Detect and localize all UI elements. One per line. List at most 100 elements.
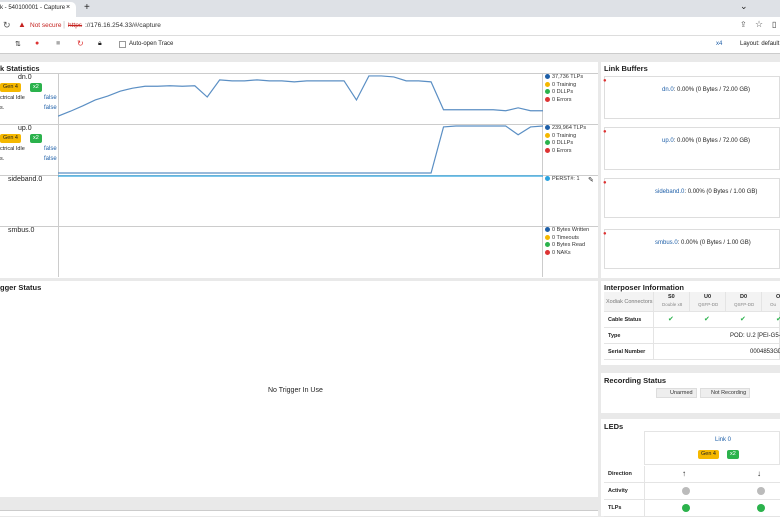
armed-label: Unarmed: [670, 390, 693, 396]
panel-title: Interposer Information: [604, 283, 685, 292]
buffer-name: up.0: [662, 138, 674, 144]
row-flag: false: [44, 146, 57, 152]
zoom-label[interactable]: x4: [716, 41, 723, 47]
url-divider: |: [63, 20, 66, 29]
legend-entry: 0 Timeouts: [545, 235, 579, 241]
panel-title: gger Status: [0, 283, 42, 292]
legend-text: PERST#: 1: [552, 176, 580, 182]
legend-text: 0 Training: [552, 132, 577, 139]
row-border: [0, 226, 598, 277]
buffer-name: sideband.0: [655, 189, 685, 195]
chart-area: [58, 226, 543, 277]
buffer-entry: dn.0: 0.00% (0 Bytes / 72.00 GB): [662, 87, 750, 93]
legend-text: 0 DLLPs: [552, 140, 574, 146]
sidebar-icon[interactable]: ▯: [772, 20, 777, 29]
buffer-name: smbus.0: [655, 240, 678, 246]
buffer-box: [604, 76, 780, 119]
chart-area: [58, 73, 543, 124]
trigger-message: No Trigger In Use: [268, 387, 323, 394]
security-label: Not secure: [30, 22, 62, 29]
legend-entry: 0 Errors: [545, 97, 572, 103]
led-header: [644, 431, 780, 465]
legend-entry: 37,736 TLPs: [545, 74, 583, 80]
legend-dot: [545, 132, 550, 138]
record-button[interactable]: ●: [35, 40, 40, 47]
edit-icon[interactable]: ✎: [588, 177, 594, 184]
tab-title: k - 540100001 - Capture: [0, 5, 66, 11]
activity-led: [757, 487, 765, 495]
column-name: Ou: [776, 294, 780, 300]
legend-entry: 0 Bytes Read: [545, 242, 585, 248]
reset-button[interactable]: ↻: [77, 39, 84, 48]
legend-entry: 0 Training: [545, 82, 576, 88]
row-border: [0, 124, 598, 175]
gen-badge: Gen 4: [698, 450, 719, 459]
chart-area: [58, 124, 543, 175]
gen-badge: Gen 4: [0, 134, 21, 143]
buffer-box: [604, 127, 780, 170]
legend-text: 37,736 TLPs: [552, 74, 584, 80]
buffer-marker: ●: [603, 78, 607, 84]
legend-dot: [545, 249, 550, 255]
lock-button[interactable]: 🔒︎: [98, 40, 102, 47]
row-flag: false: [44, 105, 57, 111]
width-badge: x2: [30, 134, 42, 143]
legend-dot: [545, 96, 550, 102]
legend-entry: 0 DLLPs: [545, 89, 573, 95]
led-label: Activity: [608, 488, 628, 494]
auto-open-label: Auto-open Trace: [129, 41, 174, 47]
legend-text: 0 Training: [552, 81, 577, 88]
sort-button[interactable]: ⇅: [15, 41, 21, 48]
legend-text: 0 Errors: [552, 96, 572, 103]
row-label: Serial Number: [608, 349, 646, 355]
panel-title: Recording Status: [604, 376, 667, 385]
url-rest: ://176.16.254.33/#/capture: [85, 22, 161, 29]
row-name: sideband.0: [8, 176, 43, 183]
buffer-detail: : 0.00% (0 Bytes / 72.00 GB): [673, 138, 751, 144]
direction-arrow: ↓: [757, 469, 761, 478]
legend-dot: [545, 125, 550, 131]
table-cell: [604, 344, 654, 360]
legend-dot: [545, 140, 550, 146]
column-sub: Ou: [770, 302, 777, 307]
row-label: ctrical Idle: [0, 146, 25, 152]
stop-button[interactable]: ■: [56, 40, 61, 47]
buffer-entry: up.0: 0.00% (0 Bytes / 72.00 GB): [662, 138, 750, 144]
layout-label[interactable]: Layout: default: [740, 41, 780, 47]
traffic-trace: [58, 125, 543, 174]
table-cell: [604, 312, 654, 328]
row-name: dn.0: [18, 74, 32, 81]
buffer-detail: : 0.00% (0 Bytes / 1.00 GB): [684, 189, 758, 195]
new-tab[interactable]: +: [84, 2, 90, 13]
row-label: ctrical Idle: [0, 95, 25, 101]
row-flag: false: [44, 95, 57, 101]
legend-entry: PERST#: 1: [545, 176, 580, 182]
legend-text: 0 DLLPs: [552, 89, 574, 95]
warning-icon: ▲: [18, 20, 26, 29]
legend-entry: 0 DLLPs: [545, 140, 573, 146]
legend-dot: [545, 74, 550, 80]
corner-label: Xodiak Connectors: [606, 299, 653, 305]
column-sub: Double x8: [662, 302, 683, 307]
buffer-entry: sideband.0: 0.00% (0 Bytes / 1.00 GB): [655, 189, 757, 195]
type-value: POD: U.2 [PEI-G5-0: [730, 333, 780, 339]
tab-close[interactable]: ×: [66, 4, 71, 11]
link-name: Link 0: [715, 437, 732, 443]
buffer-marker: ●: [603, 180, 607, 186]
trace-chart: [58, 175, 543, 177]
star-icon[interactable]: ☆: [755, 19, 764, 29]
row-label: Cable Status: [608, 317, 642, 323]
tlp-led: [682, 504, 690, 512]
buffer-box: [604, 229, 780, 269]
legend-text: 0 Errors: [552, 147, 572, 154]
back-button[interactable]: ↻: [3, 20, 11, 30]
window-minimize[interactable]: ⌄: [740, 1, 748, 11]
panel-title: LEDs: [604, 422, 624, 431]
legend-text: 0 Timeouts: [552, 234, 579, 241]
row-label: Type: [608, 333, 621, 339]
auto-open-checkbox[interactable]: [119, 41, 126, 48]
row-name: up.0: [18, 125, 32, 132]
share-icon[interactable]: ⇪: [740, 20, 747, 29]
address-row: [0, 17, 780, 36]
